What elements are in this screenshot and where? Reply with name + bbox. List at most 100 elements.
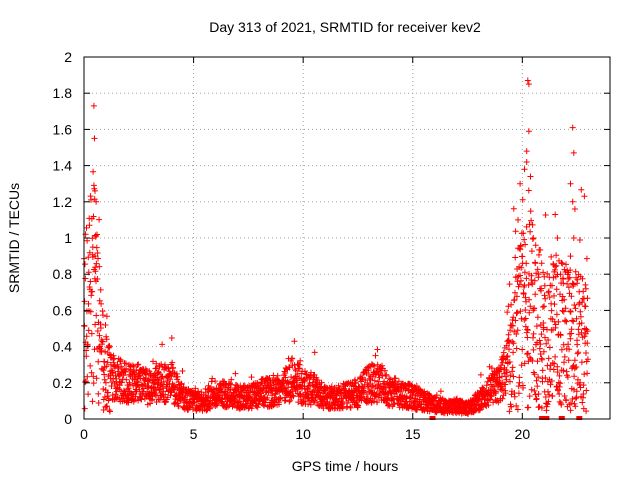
data-point	[519, 346, 526, 353]
data-point	[129, 391, 136, 398]
data-point	[510, 340, 517, 347]
data-point	[567, 253, 574, 260]
data-point	[526, 296, 533, 303]
data-point	[561, 353, 568, 360]
data-point	[302, 368, 308, 375]
data-point	[95, 400, 102, 406]
data-point	[513, 402, 520, 409]
data-point	[90, 380, 97, 387]
data-point	[87, 278, 94, 285]
data-point	[106, 407, 113, 414]
data-point	[542, 374, 549, 381]
data-point	[87, 308, 94, 315]
y-tick-label: 2	[64, 49, 72, 65]
data-point	[532, 291, 539, 298]
data-point	[261, 402, 268, 409]
data-point	[572, 403, 579, 410]
data-point	[532, 242, 539, 249]
data-point	[122, 368, 129, 375]
data-point	[577, 313, 584, 320]
data-point	[96, 332, 103, 339]
data-point	[534, 358, 541, 365]
data-point	[571, 302, 578, 308]
data-point	[553, 262, 560, 269]
data-point	[374, 399, 381, 406]
data-point	[276, 401, 282, 408]
data-point	[506, 359, 513, 365]
data-point	[551, 301, 558, 308]
data-point	[579, 399, 586, 406]
data-point	[527, 303, 534, 310]
data-point	[99, 338, 106, 345]
data-point	[535, 271, 542, 278]
data-point	[525, 404, 532, 411]
data-point	[567, 407, 574, 414]
data-point	[106, 343, 113, 350]
data-point	[361, 387, 367, 394]
data-point	[106, 351, 113, 358]
data-point	[511, 296, 518, 303]
data-point	[518, 362, 525, 369]
data-point	[101, 358, 108, 365]
data-point	[581, 325, 588, 332]
y-tick-labels: 0 0.2 0.4 0.6 0.8 1 1.2 1.4 1.6 1.8 2	[53, 49, 73, 427]
data-point	[305, 401, 312, 408]
x-tick-label: 0	[80, 426, 88, 442]
data-point	[92, 187, 98, 194]
data-point	[126, 381, 133, 388]
data-point	[297, 357, 304, 364]
data-point	[524, 77, 531, 84]
data-point	[525, 81, 532, 88]
data-point	[86, 222, 93, 229]
data-point	[531, 387, 538, 394]
data-point	[169, 359, 176, 366]
data-point	[545, 289, 552, 296]
data-point	[565, 357, 572, 364]
data-point	[554, 369, 561, 375]
data-point	[567, 335, 574, 342]
data-point	[373, 391, 380, 398]
x-tick-label: 5	[190, 426, 198, 442]
data-point	[556, 383, 563, 390]
data-point	[525, 187, 532, 194]
data-point	[542, 334, 548, 341]
data-point	[541, 282, 548, 289]
data-point	[154, 370, 161, 377]
data-point	[310, 387, 317, 393]
data-point	[544, 401, 551, 408]
data-point	[575, 376, 581, 383]
data-point	[290, 393, 297, 400]
data-point	[512, 289, 518, 296]
data-point	[85, 391, 92, 398]
data-point	[571, 206, 578, 212]
data-point	[103, 313, 110, 320]
data-point	[508, 301, 515, 308]
data-point	[282, 374, 289, 381]
data-point	[524, 327, 531, 334]
data-point	[347, 403, 354, 410]
data-point	[168, 335, 175, 341]
data-point	[533, 270, 540, 277]
data-point	[572, 305, 579, 312]
data-point	[539, 378, 546, 385]
data-point	[578, 359, 585, 366]
x-tick-label: 15	[405, 426, 421, 442]
data-point	[584, 295, 591, 302]
data-point	[395, 378, 402, 385]
data-point	[537, 351, 544, 357]
data-point	[170, 364, 176, 371]
data-point	[562, 317, 569, 324]
data-point	[569, 317, 576, 324]
data-point	[506, 346, 512, 353]
data-point	[549, 282, 555, 289]
data-point	[90, 168, 97, 175]
data-point	[101, 376, 108, 383]
data-point	[551, 360, 558, 367]
data-point	[320, 405, 327, 412]
data-point	[90, 102, 97, 109]
data-point	[557, 332, 564, 339]
data-point	[94, 250, 101, 256]
data-point	[536, 337, 543, 344]
data-point	[529, 357, 536, 364]
data-point	[575, 349, 582, 356]
